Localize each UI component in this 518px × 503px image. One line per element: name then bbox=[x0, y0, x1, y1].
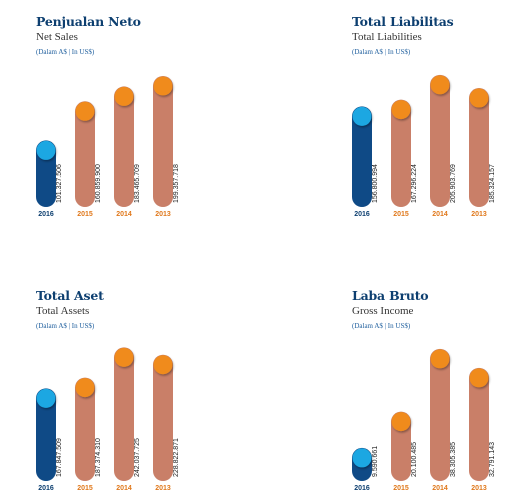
bar-2013 bbox=[153, 75, 173, 207]
bar-group-2016: 156.800.994 2016 bbox=[352, 106, 379, 218]
bar-group-2015: 160.859.900 2015 bbox=[75, 101, 102, 218]
value-label-2015: 20.100.485 bbox=[411, 442, 418, 477]
category-label-2016: 2016 bbox=[354, 211, 370, 218]
value-label-2014: 242.037.725 bbox=[134, 438, 141, 477]
net-sales-chart: 101.327.506 2016 160.859.900 2015 183.465.70… bbox=[36, 75, 180, 218]
total-liabilities-chart: 156.800.994 2016 167.296.224 2015 205.903.76… bbox=[352, 74, 496, 218]
value-label-2016: 9.590.661 bbox=[372, 446, 379, 477]
bar-2013 bbox=[153, 354, 173, 481]
bar-2015 bbox=[75, 101, 95, 207]
value-label-2013: 199.357.718 bbox=[173, 164, 180, 203]
bar-group-2016: 9.590.661 2016 bbox=[352, 446, 379, 492]
value-label-2013: 185.324.157 bbox=[489, 164, 496, 203]
category-label-2014: 2014 bbox=[432, 211, 448, 218]
bar-cap-2014 bbox=[430, 349, 450, 369]
panel-unit: (Dalam A$ | In US$) bbox=[352, 322, 411, 330]
category-label-2013: 2013 bbox=[155, 485, 171, 492]
bar-cap-2013 bbox=[469, 88, 489, 108]
total-assets-panel: Total Aset Total Assets (Dalam A$ | In U… bbox=[36, 288, 256, 503]
value-label-2013: 32.791.143 bbox=[489, 442, 496, 477]
bar-cap-2014 bbox=[114, 347, 134, 367]
bar-group-2014: 38.305.385 2014 bbox=[430, 348, 457, 492]
bar-2013 bbox=[469, 88, 489, 207]
bar-2016 bbox=[36, 388, 56, 481]
bar-cap-2015 bbox=[75, 378, 95, 398]
bar-2014 bbox=[114, 86, 134, 207]
panel-unit: (Dalam A$ | In US$) bbox=[352, 48, 411, 56]
bar-cap-2013 bbox=[469, 368, 489, 388]
category-label-2013: 2013 bbox=[471, 485, 487, 492]
value-label-2014: 38.305.385 bbox=[450, 442, 457, 477]
value-label-2015: 160.859.900 bbox=[95, 164, 102, 203]
panel-title: Total Aset bbox=[36, 288, 104, 303]
bar-cap-2014 bbox=[114, 86, 134, 106]
bar-cap-2014 bbox=[430, 75, 450, 95]
category-label-2016: 2016 bbox=[38, 485, 54, 492]
value-label-2013: 228.822.871 bbox=[173, 438, 180, 477]
bar-group-2013: 199.357.718 2013 bbox=[153, 75, 180, 218]
bar-cap-2016 bbox=[36, 388, 56, 408]
category-label-2013: 2013 bbox=[155, 211, 171, 218]
bar-group-2013: 228.822.871 2013 bbox=[153, 354, 180, 492]
bar-group-2013: 185.324.157 2013 bbox=[469, 88, 496, 218]
panel-subtitle: Gross Income bbox=[352, 305, 414, 317]
panel-unit: (Dalam A$ | In US$) bbox=[36, 322, 95, 330]
panel-subtitle: Net Sales bbox=[36, 31, 78, 43]
total-assets-chart: 167.847.509 2016 187.374.310 2015 242.037.72… bbox=[36, 347, 180, 492]
bar-2014 bbox=[430, 74, 450, 207]
bar-2014 bbox=[430, 348, 450, 481]
category-label-2016: 2016 bbox=[354, 485, 370, 492]
bar-group-2014: 183.465.709 2014 bbox=[114, 86, 141, 218]
net-sales-panel: Penjualan Neto Net Sales (Dalam A$ | In … bbox=[36, 14, 256, 229]
category-label-2014: 2014 bbox=[116, 211, 132, 218]
category-label-2015: 2015 bbox=[77, 485, 93, 492]
category-label-2014: 2014 bbox=[432, 485, 448, 492]
bar-2015 bbox=[75, 377, 95, 481]
bar-2014 bbox=[114, 347, 134, 481]
bar-cap-2016 bbox=[352, 106, 372, 126]
bar-cap-2013 bbox=[153, 355, 173, 375]
category-label-2013: 2013 bbox=[471, 211, 487, 218]
bar-cap-2015 bbox=[75, 101, 95, 121]
value-label-2014: 205.903.769 bbox=[450, 164, 457, 203]
bar-2013 bbox=[469, 367, 489, 481]
panel-title: Laba Bruto bbox=[352, 288, 429, 303]
panel-title: Total Liabilitas bbox=[352, 14, 454, 29]
value-label-2016: 101.327.506 bbox=[56, 164, 63, 203]
bar-2015 bbox=[391, 99, 411, 207]
bar-group-2015: 20.100.485 2015 bbox=[391, 411, 418, 492]
total-liabilities-panel: Total Liabilitas Total Liabilities (Dala… bbox=[352, 14, 518, 229]
bar-2016 bbox=[352, 106, 372, 207]
category-label-2016: 2016 bbox=[38, 211, 54, 218]
value-label-2015: 167.296.224 bbox=[411, 164, 418, 203]
bar-cap-2015 bbox=[391, 100, 411, 120]
value-label-2016: 156.800.994 bbox=[372, 164, 379, 203]
category-label-2015: 2015 bbox=[393, 211, 409, 218]
bar-cap-2013 bbox=[153, 76, 173, 96]
bar-group-2014: 205.903.769 2014 bbox=[430, 74, 457, 218]
bar-group-2016: 167.847.509 2016 bbox=[36, 388, 63, 492]
bar-cap-2015 bbox=[391, 412, 411, 432]
bar-group-2014: 242.037.725 2014 bbox=[114, 347, 141, 492]
category-label-2014: 2014 bbox=[116, 485, 132, 492]
bar-cap-2016 bbox=[352, 448, 372, 468]
panel-subtitle: Total Liabilities bbox=[352, 31, 422, 43]
category-label-2015: 2015 bbox=[393, 485, 409, 492]
bar-group-2015: 187.374.310 2015 bbox=[75, 377, 102, 492]
panel-subtitle: Total Assets bbox=[36, 305, 90, 317]
value-label-2014: 183.465.709 bbox=[134, 164, 141, 203]
bar-cap-2016 bbox=[36, 140, 56, 160]
category-label-2015: 2015 bbox=[77, 211, 93, 218]
gross-income-panel: Laba Bruto Gross Income (Dalam A$ | In U… bbox=[352, 288, 518, 503]
gross-income-chart: 9.590.661 2016 20.100.485 2015 38.305.385 201… bbox=[352, 348, 496, 492]
panel-title: Penjualan Neto bbox=[36, 14, 141, 29]
value-label-2015: 187.374.310 bbox=[95, 438, 102, 477]
panel-unit: (Dalam A$ | In US$) bbox=[36, 48, 95, 56]
bar-group-2016: 101.327.506 2016 bbox=[36, 140, 63, 218]
value-label-2016: 167.847.509 bbox=[56, 438, 63, 477]
bar-group-2015: 167.296.224 2015 bbox=[391, 99, 418, 218]
bar-group-2013: 32.791.143 2013 bbox=[469, 367, 496, 492]
